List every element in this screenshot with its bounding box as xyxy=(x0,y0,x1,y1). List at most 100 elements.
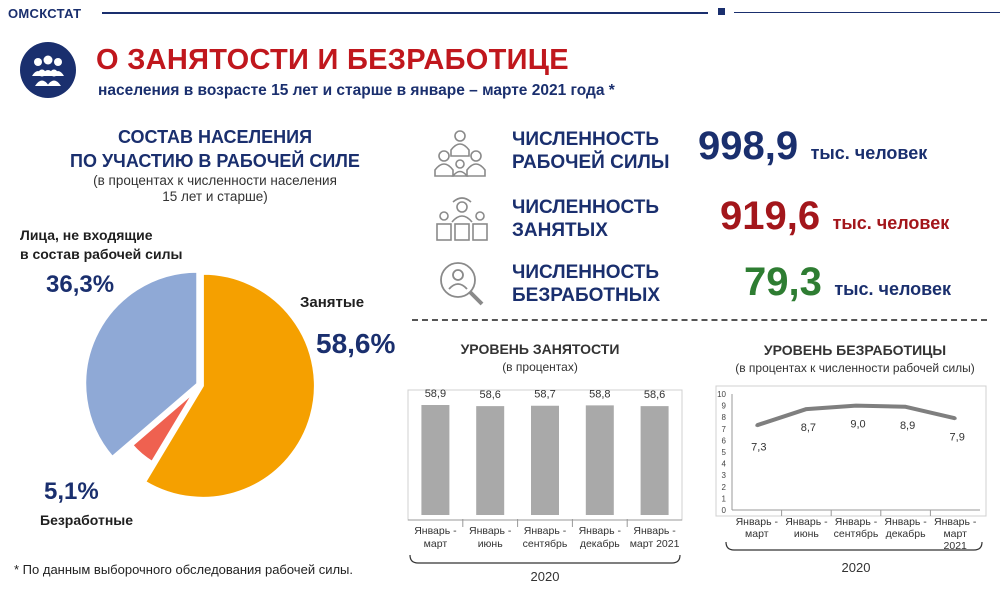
pie-section-note: (в процентах к численности населения 15 … xyxy=(40,173,390,205)
x-tick-label: Январь - xyxy=(579,525,622,537)
x-tick-label: Январь - xyxy=(785,516,828,528)
unemployment-chart-title: УРОВЕНЬ БЕЗРАБОТИЦЫ xyxy=(763,342,947,358)
x-tick-label: март xyxy=(745,528,769,540)
year-label: 2020 xyxy=(842,560,871,575)
group-icon xyxy=(430,126,490,182)
y-tick-label: 5 xyxy=(722,448,727,457)
pie-chart xyxy=(84,270,316,499)
year-label: 2020 xyxy=(531,569,560,584)
line-data-label: 9,0 xyxy=(850,419,865,431)
kpi-label-line1: ЧИСЛЕННОСТЬ xyxy=(512,129,659,150)
y-tick-label: 10 xyxy=(717,390,726,399)
y-tick-label: 4 xyxy=(722,460,727,469)
employment-chart-title: УРОВЕНЬ ЗАНЯТОСТИ xyxy=(460,341,620,357)
employment-chart-subtitle: (в процентах) xyxy=(502,360,578,374)
pie-slice-employed xyxy=(143,272,316,499)
kpi-value-labor-force: 998,9 тыс. человек xyxy=(698,124,927,169)
y-tick-label: 0 xyxy=(722,506,727,515)
pie-title-line2: ПО УЧАСТИЮ В РАБОЧЕЙ СИЛЕ xyxy=(70,151,360,171)
x-tick-label: Январь - xyxy=(934,516,977,528)
kpi-label-line2: ЗАНЯТЫХ xyxy=(512,220,608,241)
bar-data-label: 58,7 xyxy=(534,389,555,401)
bar xyxy=(640,406,669,515)
bar-data-label: 58,9 xyxy=(425,388,446,400)
bar xyxy=(531,405,559,515)
header-marker xyxy=(718,8,725,15)
pie-note-line2: 15 лет и старше) xyxy=(162,189,268,204)
x-tick-label: март 2021 xyxy=(630,538,680,550)
pie-title-line1: СОСТАВ НАСЕЛЕНИЯ xyxy=(117,127,313,147)
x-tick-label: Январь - xyxy=(884,516,927,528)
line-data-label: 8,7 xyxy=(801,422,816,434)
kpi-label-line2: БЕЗРАБОТНЫХ xyxy=(512,285,660,306)
bar-data-label: 58,6 xyxy=(479,389,500,401)
line-plot-frame xyxy=(715,385,987,517)
x-tick-label: декабрь xyxy=(886,528,926,540)
bar xyxy=(421,405,450,515)
line-point xyxy=(755,423,759,427)
x-tick-label: Январь - xyxy=(524,525,567,537)
x-tick-label: сентябрь xyxy=(523,538,568,550)
workers-icon xyxy=(434,194,490,244)
kpi-label-line1: ЧИСЛЕННОСТЬ xyxy=(512,197,659,218)
y-tick-label: 6 xyxy=(722,436,727,445)
kpi-unit: тыс. человек xyxy=(810,143,928,163)
x-tick-label: март xyxy=(943,528,967,540)
kpi-unit: тыс. человек xyxy=(832,213,950,233)
bar xyxy=(585,405,614,515)
year-bracket xyxy=(409,554,681,564)
kpi-number: 79,3 xyxy=(744,260,822,304)
unemployed-label: Безработные xyxy=(40,512,134,528)
y-tick-label: 1 xyxy=(722,494,727,503)
line-point xyxy=(953,416,957,420)
pie-section-title: СОСТАВ НАСЕЛЕНИЯ ПО УЧАСТИЮ В РАБОЧЕЙ СИ… xyxy=(30,125,400,173)
x-tick-label: март xyxy=(424,538,448,550)
bar xyxy=(476,406,505,515)
org-name: ОМСКСТАТ xyxy=(8,6,82,21)
kpi-unit: тыс. человек xyxy=(834,279,952,299)
pie-slice-unemployed xyxy=(130,391,195,464)
kpi-number: 919,6 xyxy=(720,194,821,238)
kpi-label-line1: ЧИСЛЕННОСТЬ xyxy=(512,262,659,283)
line-data-label: 7,3 xyxy=(751,441,766,453)
x-tick-label: сентябрь xyxy=(834,528,879,540)
y-tick-label: 8 xyxy=(722,413,727,422)
search-person-icon xyxy=(436,258,490,308)
y-tick-label: 2 xyxy=(722,483,727,492)
page-subtitle: населения в возрасте 15 лет и старше в я… xyxy=(98,82,615,99)
pie-slice-outside-labor xyxy=(84,270,199,459)
pie-note-line1: (в процентах к численности населения xyxy=(93,173,337,188)
x-tick-label: Январь - xyxy=(736,516,779,528)
kpi-label-line2: РАБОЧЕЙ СИЛЫ xyxy=(512,152,670,173)
line-point xyxy=(804,407,808,411)
outside-labor-label-line2: в состав рабочей силы xyxy=(20,246,183,262)
people-group-icon xyxy=(20,42,76,98)
header-rule-right xyxy=(734,12,1000,13)
footnote: * По данным выборочного обследования раб… xyxy=(14,562,353,577)
x-tick-label: Январь - xyxy=(469,525,512,537)
kpi-label-unemployed: ЧИСЛЕННОСТЬ БЕЗРАБОТНЫХ xyxy=(512,261,660,307)
x-tick-label: Январь - xyxy=(633,525,676,537)
kpi-label-labor-force: ЧИСЛЕННОСТЬ РАБОЧЕЙ СИЛЫ xyxy=(512,128,669,174)
x-tick-label: Январь - xyxy=(414,525,457,537)
line-point xyxy=(854,404,858,408)
page-title: О ЗАНЯТОСТИ И БЕЗРАБОТИЦЕ xyxy=(96,44,569,76)
x-tick-label: Январь - xyxy=(835,516,878,528)
employed-pct: 58,6% xyxy=(316,328,396,359)
y-tick-label: 7 xyxy=(722,425,727,434)
bar-data-label: 58,6 xyxy=(644,389,665,401)
y-tick-label: 9 xyxy=(722,402,727,411)
outside-labor-pct: 36,3% xyxy=(46,271,115,298)
employed-label: Занятые xyxy=(300,294,365,311)
kpi-label-employed: ЧИСЛЕННОСТЬ ЗАНЯТЫХ xyxy=(512,196,659,242)
outside-labor-label: Лица, не входящие в состав рабочей силы xyxy=(20,226,182,264)
x-tick-label: декабрь xyxy=(580,538,620,550)
line-point xyxy=(904,405,908,409)
y-tick-label: 3 xyxy=(722,471,727,480)
bar-data-label: 58,8 xyxy=(589,388,610,400)
year-bracket xyxy=(725,541,983,551)
section-divider xyxy=(412,319,987,321)
kpi-value-unemployed: 79,3 тыс. человек xyxy=(744,260,951,305)
